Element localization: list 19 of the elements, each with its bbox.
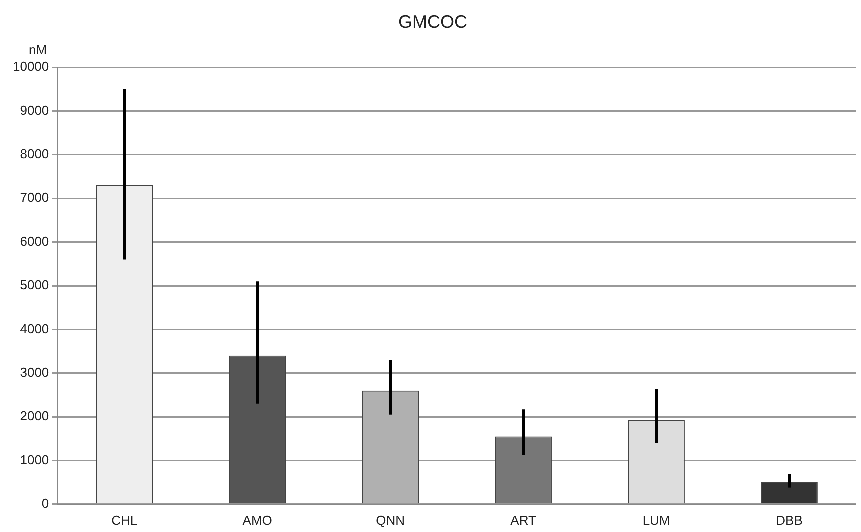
y-tick-label: 5000 bbox=[20, 278, 50, 293]
x-tick-label: AMO bbox=[242, 512, 272, 528]
y-tick-label: 0 bbox=[42, 496, 50, 511]
y-tick-label: 9000 bbox=[20, 102, 50, 118]
x-tick-label: ART bbox=[510, 512, 537, 528]
x-tick-label: DBB bbox=[776, 512, 803, 528]
y-axis-title: nM bbox=[28, 42, 48, 58]
y-tick-label: 3000 bbox=[20, 364, 50, 380]
y-tick-label: 10000 bbox=[12, 59, 50, 74]
chart-title: GMCOC bbox=[398, 12, 468, 32]
x-tick-label: CHL bbox=[112, 512, 138, 528]
x-tick-label: QNN bbox=[376, 512, 406, 528]
x-tick-label: LUM bbox=[642, 512, 670, 528]
y-tick-label: 1000 bbox=[20, 452, 50, 468]
y-tick-label: 7000 bbox=[20, 190, 50, 206]
y-tick-label: 4000 bbox=[20, 321, 50, 336]
y-tick-label: 2000 bbox=[20, 408, 50, 424]
y-tick-label: 6000 bbox=[20, 234, 50, 249]
y-tick-label: 8000 bbox=[20, 146, 50, 162]
